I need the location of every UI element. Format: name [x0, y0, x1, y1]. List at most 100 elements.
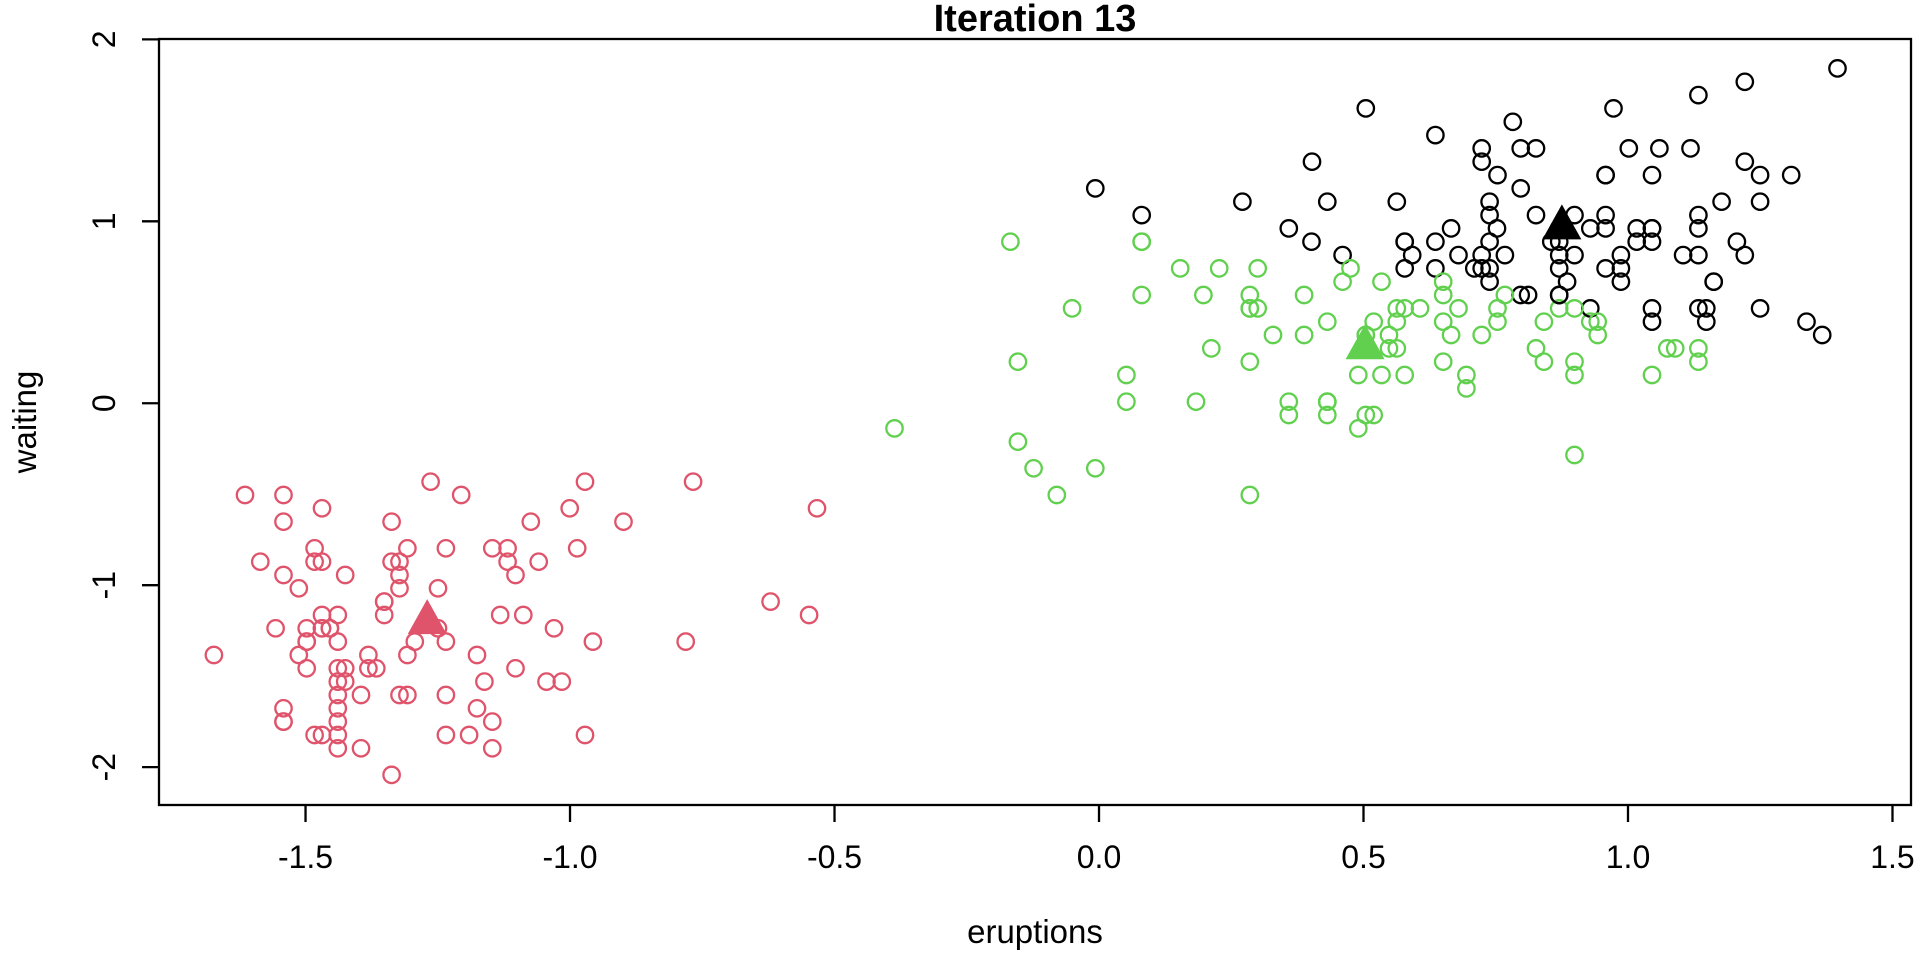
data-point: [1480, 272, 1499, 292]
data-point: [1085, 458, 1105, 478]
cluster-centroid: [407, 599, 447, 635]
data-point: [398, 685, 417, 705]
data-point: [614, 512, 633, 532]
data-point: [1117, 365, 1136, 385]
data-point: [328, 725, 348, 745]
y-axis-tick-label: -1: [86, 571, 122, 599]
data-point: [250, 552, 270, 572]
cluster-centroid: [1345, 324, 1385, 360]
data-point: [676, 632, 696, 651]
data-point: [1588, 312, 1608, 332]
data-point: [513, 605, 533, 625]
data-point: [529, 552, 549, 572]
data-point: [482, 738, 502, 758]
data-point: [274, 712, 293, 731]
data-point: [1735, 72, 1755, 92]
data-point: [428, 578, 448, 598]
data-point: [1387, 312, 1407, 332]
data-point: [1611, 272, 1631, 292]
data-point: [1356, 405, 1376, 425]
data-point: [1642, 312, 1662, 332]
data-point: [1565, 365, 1584, 385]
data-point: [1689, 205, 1708, 225]
data-point: [328, 712, 348, 731]
data-point: [1449, 245, 1468, 265]
data-point: [289, 578, 309, 598]
data-point: [1387, 299, 1407, 318]
data-point: [1689, 339, 1708, 358]
y-axis-label: waiting: [6, 371, 43, 475]
data-point: [1426, 125, 1445, 145]
data-point: [1557, 272, 1577, 292]
data-point: [382, 765, 401, 785]
data-point: [1186, 392, 1206, 412]
x-axis-tick-label: 0.5: [1341, 839, 1385, 875]
data-point: [1395, 232, 1415, 252]
data-point: [1348, 365, 1368, 385]
data-point: [1704, 272, 1724, 292]
data-point: [1488, 312, 1507, 332]
data-point: [274, 512, 293, 532]
y-axis-tick-label: 0: [86, 394, 122, 412]
data-point: [1364, 312, 1384, 332]
data-point: [1750, 165, 1770, 185]
data-point: [1534, 352, 1554, 372]
data-point: [506, 565, 525, 585]
x-axis-tick-label: 0.0: [1077, 839, 1121, 875]
axes-layer: -1.5 -1.0 -0.5 0.0 0.5 1.0 1.5 -2 -1 0 1 2: [86, 30, 1915, 875]
data-point: [1317, 312, 1337, 332]
data-point: [1457, 365, 1476, 385]
data-point: [1240, 299, 1260, 318]
cluster-centroids-layer: [407, 204, 1582, 635]
data-point: [459, 725, 479, 745]
data-point: [1596, 205, 1615, 225]
data-point: [1689, 219, 1708, 238]
data-point: [1472, 259, 1492, 278]
data-point: [1604, 99, 1623, 118]
data-point: [1279, 405, 1299, 425]
data-point: [1364, 405, 1384, 425]
data-point: [1480, 259, 1499, 278]
data-point: [1797, 312, 1816, 332]
data-point: [1518, 285, 1538, 305]
data-point: [1781, 165, 1801, 185]
data-point: [1294, 285, 1314, 305]
plot-border: [157, 37, 1913, 807]
data-point: [235, 485, 255, 505]
data-point: [1596, 165, 1615, 185]
data-point: [575, 472, 595, 492]
data-point: [451, 485, 471, 505]
data-point: [274, 485, 293, 505]
data-point: [1735, 245, 1755, 265]
data-point: [1024, 458, 1043, 478]
data-point: [297, 632, 317, 651]
data-point: [1642, 365, 1662, 385]
data-point: [328, 632, 348, 651]
cluster-centroid: [1542, 204, 1582, 240]
data-point: [467, 698, 487, 718]
data-point: [1341, 259, 1360, 278]
data-point: [305, 552, 324, 572]
data-point: [1387, 339, 1407, 358]
data-point: [544, 618, 564, 638]
data-point: [1588, 325, 1608, 345]
data-point: [335, 658, 355, 678]
data-point: [359, 658, 378, 678]
data-point: [312, 618, 332, 638]
x-axis-tick-label: 1.0: [1606, 839, 1650, 875]
data-point: [1433, 272, 1453, 292]
data-point: [328, 738, 348, 758]
data-point: [683, 472, 703, 492]
data-point: [374, 605, 394, 625]
data-point: [490, 605, 510, 625]
data-point: [1689, 245, 1708, 265]
data-point: [1233, 192, 1252, 212]
data-point: [799, 605, 819, 625]
data-point: [1472, 325, 1492, 345]
data-point: [1372, 365, 1391, 385]
data-point: [1480, 232, 1499, 252]
data-point: [436, 538, 456, 558]
data-point: [1441, 219, 1461, 238]
data-point: [1317, 392, 1337, 412]
